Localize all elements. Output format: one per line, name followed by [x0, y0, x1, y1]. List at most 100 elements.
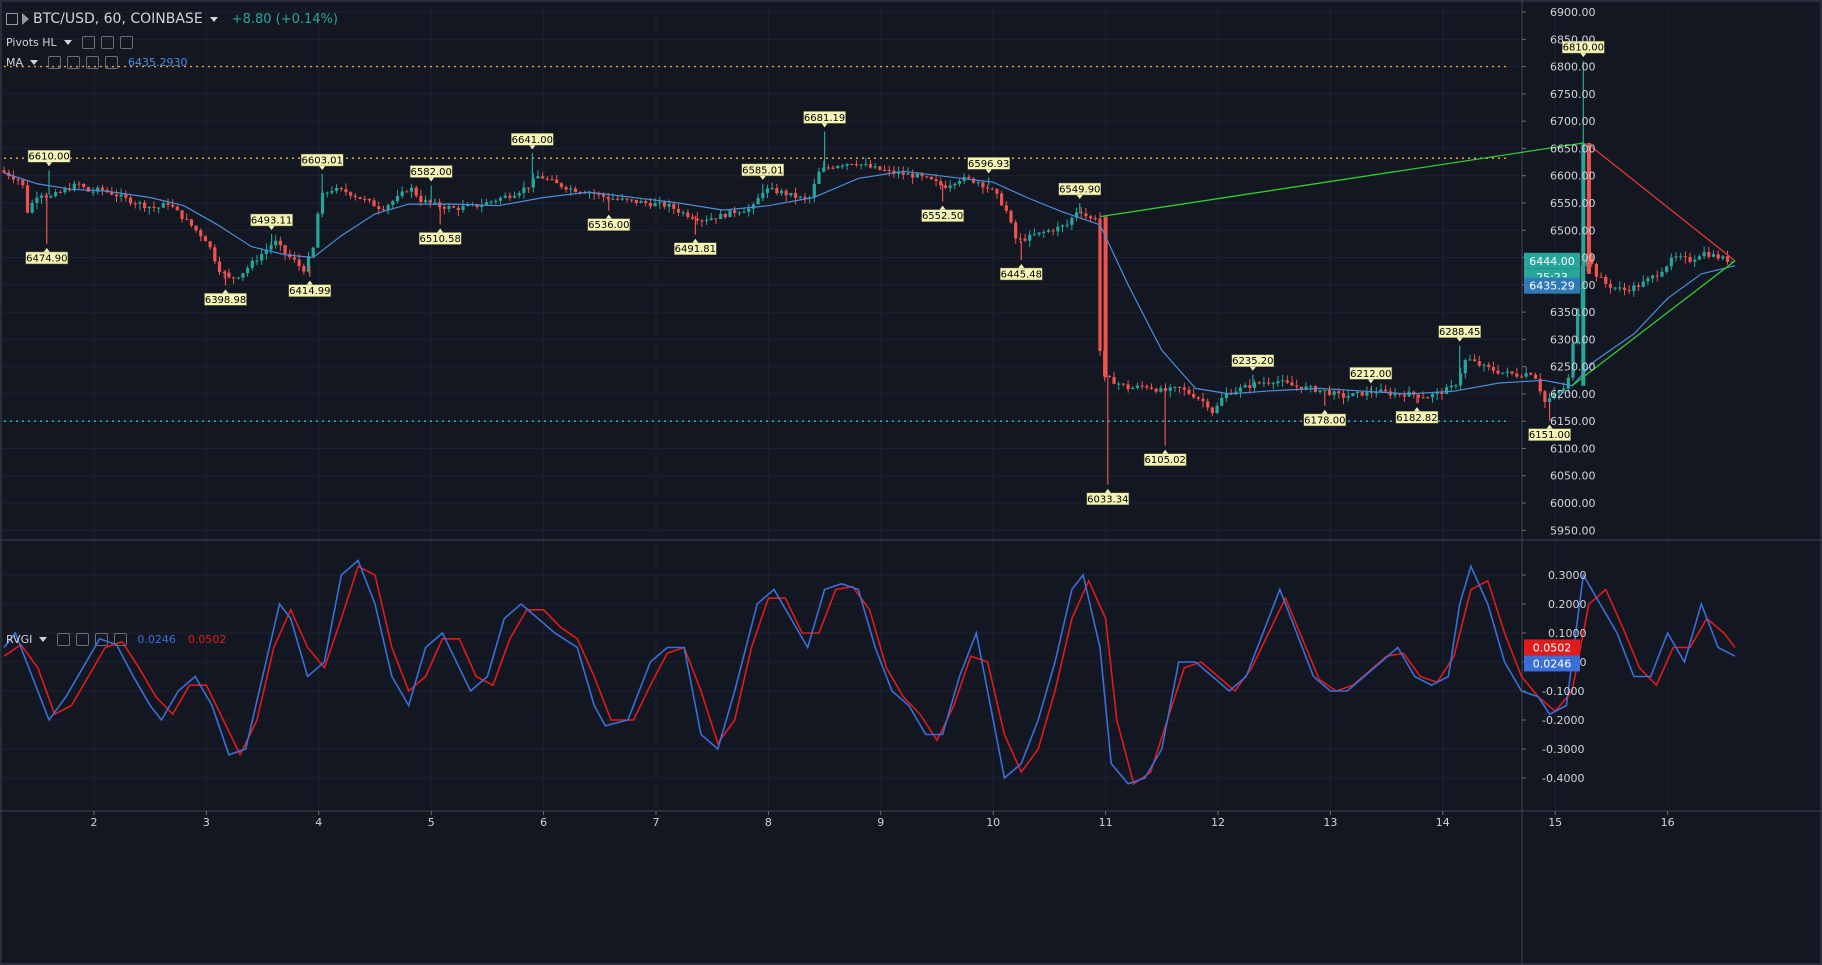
pivot-label-text: 6585.01	[742, 165, 783, 176]
candle-body	[77, 183, 81, 185]
rvgi-pane	[3, 559, 1736, 786]
candle-body	[53, 192, 58, 197]
candle-body	[1140, 385, 1144, 387]
chevron-down-icon[interactable]	[30, 60, 39, 65]
candle-body	[161, 203, 165, 208]
candle-body	[419, 195, 423, 203]
pivot-label-pointer	[939, 205, 946, 210]
candle-body	[1505, 371, 1510, 373]
settings-icon[interactable]	[57, 633, 71, 646]
candle-body	[868, 164, 873, 168]
candle-body	[522, 187, 526, 193]
indicator-ma-name[interactable]: MA	[6, 56, 24, 69]
settings-icon[interactable]	[81, 36, 95, 49]
candle-body	[1688, 256, 1692, 262]
pivot-label: 6151.00	[1528, 424, 1571, 441]
trend-line	[1099, 142, 1584, 218]
candle-body	[573, 188, 578, 193]
candle-body	[35, 197, 39, 203]
candle-body	[283, 245, 287, 254]
candle-body	[1093, 218, 1097, 220]
pivot-label-text: 6810.00	[1563, 43, 1604, 54]
flag-icon[interactable]	[22, 13, 29, 25]
candle-body	[227, 272, 231, 278]
last-price-badge-box	[1524, 252, 1580, 269]
time-axis-label: 16	[1661, 816, 1675, 829]
axes: 5950.00 6000.00 6050.00 6100.00 6150.00 6200.…	[91, 6, 1675, 829]
pivot-label-text: 6398.98	[205, 295, 246, 306]
indicator-rvgi[interactable]: RVGI 0.0246 0.0502	[6, 633, 226, 646]
candle-body	[1529, 373, 1533, 375]
ma-line	[3, 170, 1736, 395]
candle-body	[372, 200, 376, 207]
candle-body	[480, 205, 484, 208]
chevron-down-icon[interactable]	[39, 637, 48, 642]
add-icon[interactable]	[95, 633, 109, 646]
candle-body	[723, 213, 727, 218]
candle-body	[690, 217, 695, 219]
candle-body	[611, 198, 615, 200]
candle-body	[1341, 393, 1346, 398]
candle-body	[157, 207, 161, 209]
candle-body	[124, 194, 128, 198]
candle-body	[1693, 259, 1697, 262]
candle-body	[306, 256, 311, 272]
candle-body	[1103, 216, 1108, 378]
pivot-label: 6510.58	[418, 228, 462, 245]
collapse-icon[interactable]	[6, 13, 18, 25]
gear-icon[interactable]	[100, 36, 114, 49]
close-icon[interactable]	[105, 56, 119, 69]
candle-body	[1679, 256, 1683, 258]
candle-body	[639, 201, 643, 204]
trend-line	[1586, 142, 1736, 262]
price-axis-label: 6250.00	[1550, 361, 1596, 374]
horizontal-lines[interactable]	[4, 65, 1506, 422]
candle-body	[1299, 386, 1303, 390]
indicator-pivots[interactable]: Pivots HL	[6, 36, 135, 49]
price-axis-label: 6700.00	[1550, 115, 1596, 128]
pivot-label-text: 6182.82	[1396, 413, 1437, 424]
candle-body	[11, 176, 16, 180]
symbol-title[interactable]: BTC/USD, 60, COINBASE	[33, 11, 203, 27]
candle-body	[1285, 380, 1289, 383]
add-icon[interactable]	[86, 56, 100, 69]
indicator-pivots-name[interactable]: Pivots HL	[6, 36, 57, 49]
candle-body	[667, 203, 671, 207]
candle-body	[719, 213, 723, 220]
candle-body	[1163, 388, 1168, 391]
candle-body	[1351, 393, 1355, 397]
candle-body	[709, 218, 713, 221]
chevron-down-icon[interactable]	[209, 16, 218, 22]
candle-body	[377, 206, 381, 210]
candle-body	[86, 187, 90, 192]
indicator-rvgi-name[interactable]: RVGI	[6, 633, 33, 646]
candle-body	[1098, 218, 1102, 351]
candle-body	[1491, 367, 1495, 371]
candle-body	[1084, 213, 1088, 217]
candle-body	[864, 164, 868, 166]
candle-body	[1173, 386, 1177, 388]
chevron-down-icon[interactable]	[63, 40, 72, 45]
candle-body	[189, 219, 194, 226]
candle-body	[887, 170, 891, 172]
close-icon[interactable]	[114, 633, 128, 646]
pivot-label: 6414.99	[288, 280, 332, 297]
price-axis-label: 6900.00	[1550, 6, 1596, 19]
candle-body	[512, 195, 517, 198]
settings-icon[interactable]	[48, 56, 62, 69]
candle-body	[128, 197, 133, 204]
trend-lines[interactable]	[1099, 142, 1736, 387]
gear-icon[interactable]	[67, 56, 81, 69]
pivot-label: 6596.93	[967, 157, 1010, 174]
close-icon[interactable]	[119, 36, 133, 49]
pivot-label-text: 6105.02	[1144, 455, 1185, 466]
price-axis-label: 6300.00	[1550, 333, 1596, 346]
rvgi-main-badge: 0.0246	[1524, 655, 1580, 672]
candle-body	[142, 202, 147, 209]
gear-icon[interactable]	[76, 633, 90, 646]
indicator-ma[interactable]: MA 6435.2930	[6, 56, 188, 69]
candle-body	[985, 187, 990, 189]
candle-body	[615, 198, 620, 200]
